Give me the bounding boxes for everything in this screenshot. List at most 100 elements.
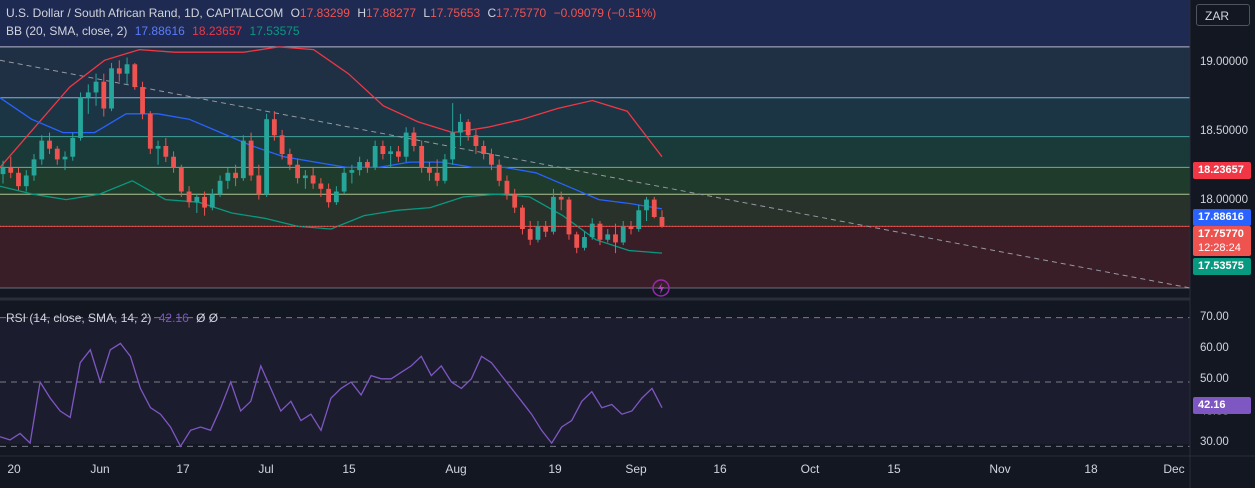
candle-body [458,121,463,133]
rsi-axis-label: 50.00 [1200,373,1229,385]
candle-body [233,172,238,179]
candle-body [186,191,192,203]
zone-band [0,97,1190,137]
candle-body [597,223,603,240]
candle-body [287,154,293,165]
candle-body [140,87,145,114]
zone-band [0,136,1190,168]
candle-body [194,196,200,203]
candles [0,57,665,254]
zone-band [0,167,1190,195]
candle-body [264,119,269,195]
candle-body [496,164,502,181]
price-tag-value: 17.75770 [1198,228,1244,240]
candle-body [70,137,76,157]
candle-body [101,81,107,109]
candle-body [295,164,301,179]
candle-body [364,162,370,168]
rsi-value: 42.16 [158,311,189,325]
rsi-axis-label: 70.00 [1200,311,1229,323]
candle-body [171,156,176,168]
candle-body [357,162,363,171]
candle-body [427,167,432,173]
candle-body [489,154,494,165]
bb-legend: BB (20, SMA, close, 2) 17.88616 18.23657… [6,24,304,38]
rsi-label[interactable]: RSI (14, close, SMA, 14, 2) [6,311,152,325]
candle-body [473,135,479,146]
candle-body [147,113,153,149]
candle-body [651,199,657,217]
candle-body [47,140,52,149]
price-axis-label: 18.50000 [1200,125,1248,137]
candle-body [23,175,29,187]
candle-body [302,175,308,179]
candle-body [535,226,541,240]
bb-upper-value: 18.23657 [192,24,243,38]
candle-body [481,145,487,155]
time-axis-label: 19 [548,462,562,476]
currency-button[interactable]: ZAR [1196,4,1250,26]
candle-body [403,132,409,157]
rsi-axis-label: 30.00 [1200,436,1229,448]
candle-body [659,216,665,227]
candle-body [271,119,277,136]
high-value: 17.88277 [365,6,417,20]
candle-body [520,207,525,230]
candle-body [31,159,37,176]
zone-band [0,46,1190,98]
candle-body [78,97,83,138]
low-value: 17.75653 [430,6,481,20]
candle-body [512,194,518,208]
candle-body [8,167,14,173]
candle-body [310,175,316,184]
candle-body [574,234,580,248]
candle-body [132,64,138,88]
candle-body [465,121,471,136]
candle-body [411,132,417,146]
candle-body [279,135,285,155]
candle-body [54,148,60,160]
bb-label[interactable]: BB (20, SMA, close, 2) [6,24,128,38]
countdown-timer: 12:28:24 [1198,242,1241,254]
time-axis-label: 20 [7,462,21,476]
candle-body [109,68,114,109]
candle-body [116,68,122,74]
candle-body [16,172,21,187]
price-tag: 17.75770 12:28:24 [1193,226,1251,256]
close-value: 17.75770 [496,6,547,20]
candle-body [543,226,549,232]
symbol-title[interactable]: U.S. Dollar / South African Rand, 1D, CA… [6,6,284,20]
candle-body [558,196,564,200]
high-label: H [357,6,366,20]
bb-upper-band [0,46,663,168]
zone-bands [0,0,1190,288]
rsi-tag: 42.16 [1193,397,1251,414]
candle-body [0,167,6,175]
candle-body [527,229,533,240]
bb-basis-line [0,97,663,210]
candle-body [341,172,347,192]
time-axis-label: 15 [342,462,356,476]
candle-body [613,234,618,243]
rsi-line [0,342,663,448]
flash-icon[interactable] [652,279,670,297]
price-axis-label: 18.00000 [1200,194,1248,206]
candle-body [434,172,440,181]
candle-body [388,151,394,155]
candle-body [163,145,169,157]
candle-body [504,180,510,195]
candle-body [396,151,401,157]
time-axis-label: Nov [989,462,1011,476]
rsi-levels [0,317,1190,447]
candle-body [178,167,184,192]
close-label: C [487,6,497,20]
candle-body [333,191,339,203]
trendline[interactable] [0,59,1191,289]
time-axis-label: Aug [445,462,467,476]
candle-body [124,64,130,74]
zone-band [0,0,1190,47]
bb-basis-tag: 17.88616 [1193,209,1251,226]
bb-lower-value: 17.53575 [249,24,300,38]
candle-body [85,92,91,98]
